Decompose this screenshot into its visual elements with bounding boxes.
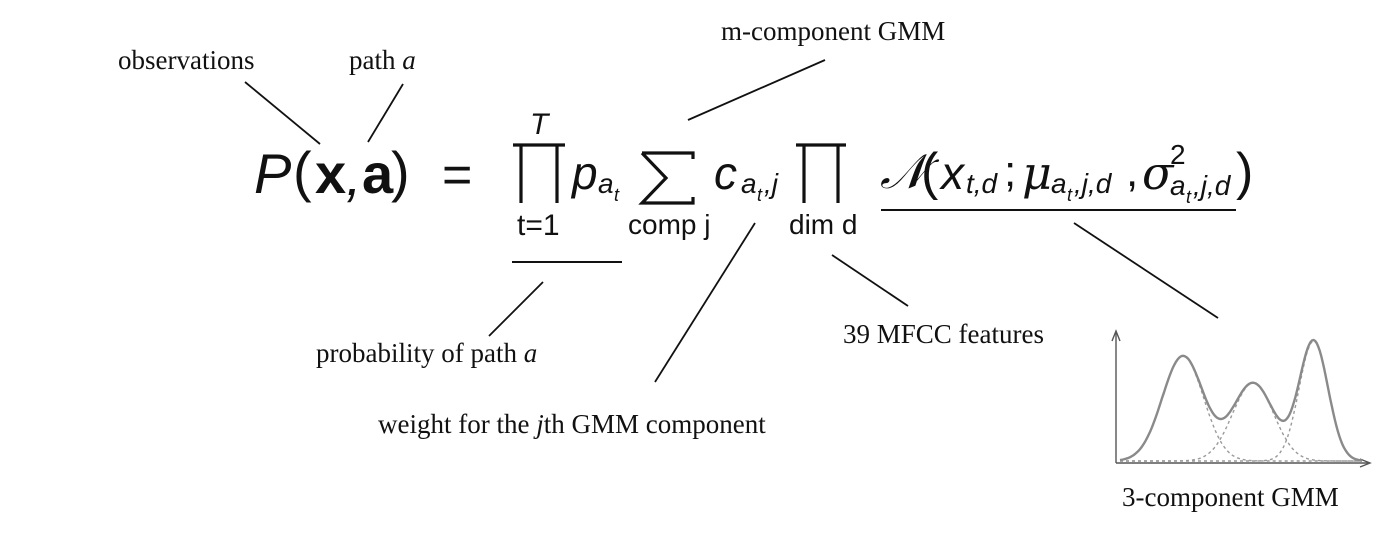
formula-x-t-sub: t,d xyxy=(966,168,998,199)
connector-observations xyxy=(244,81,321,145)
formula-sigma-sub-rest: ,j,d xyxy=(1193,170,1231,201)
label-mfcc-features: 39 MFCC features xyxy=(843,319,1044,349)
formula-prod2-lower: dim d xyxy=(789,209,858,240)
formula-sum-lower: comp j xyxy=(628,209,711,240)
formula-c-subsub: t xyxy=(757,185,763,205)
formula-a-bold: a xyxy=(362,142,394,205)
formula-comma: , xyxy=(346,144,362,207)
formula-rparen: ) xyxy=(391,140,410,203)
label-component-weight: weight for the jth GMM component xyxy=(378,409,766,439)
connector-normal xyxy=(1073,222,1219,319)
label-observations: observations xyxy=(118,45,255,75)
connector-m-component xyxy=(687,59,826,121)
formula-prod-lower: t=1 xyxy=(517,209,560,242)
formula-sigma: σ xyxy=(1142,146,1174,200)
formula-prod-upper: T xyxy=(530,108,549,141)
connector-probability xyxy=(488,281,544,337)
formula-mu: μ xyxy=(1022,146,1052,200)
label-m-component-gmm: m-component GMM xyxy=(721,16,946,46)
formula-x-t: x xyxy=(941,147,964,199)
formula-mu-subsub: t xyxy=(1067,185,1073,205)
label-probability-of-path: probability of path a xyxy=(316,338,538,368)
connector-mfcc xyxy=(831,254,909,307)
formula-c-sub-rest: ,j xyxy=(764,168,778,199)
gmm-curves xyxy=(1119,338,1363,462)
formula-sigma-subsub: t xyxy=(1186,187,1192,207)
formula-c-sub: a xyxy=(741,168,757,199)
formula-c: c xyxy=(714,147,737,199)
formula-mu-sub: a xyxy=(1051,168,1067,199)
formula-normal-open: ( xyxy=(921,143,939,201)
sum-symbol xyxy=(638,151,695,205)
label-path-a: path a xyxy=(349,45,416,75)
formula-mu-sub-rest: ,j,d xyxy=(1074,168,1112,199)
product-symbol-d xyxy=(796,143,846,203)
label-three-component-gmm: 3-component GMM xyxy=(1122,482,1339,512)
formula-sigma-sub: a xyxy=(1170,170,1186,201)
connector-path-a xyxy=(367,83,404,143)
plot-x-arrow xyxy=(1359,458,1372,468)
gmm-mixture-curve xyxy=(1119,338,1363,462)
product-symbol-t xyxy=(513,143,565,203)
gmm-component-curve-3 xyxy=(1120,340,1363,462)
formula-x-bold: x xyxy=(315,142,347,205)
formula-p-sub: a xyxy=(598,168,614,199)
connector-weight xyxy=(654,222,756,383)
formula-normal-close: ) xyxy=(1236,143,1254,201)
plot-y-arrow xyxy=(1111,329,1121,342)
formula-equals: = xyxy=(442,146,473,204)
formula-p: p xyxy=(572,147,598,199)
formula-comma2: , xyxy=(1126,147,1139,196)
connector-lines xyxy=(244,59,1219,383)
formula-lparen: ( xyxy=(293,140,312,203)
mini-gmm-plot xyxy=(1111,329,1372,468)
formula-P: P xyxy=(254,142,292,205)
formula-p-subsub: t xyxy=(614,185,620,205)
formula-normal: 𝒩 xyxy=(880,144,926,200)
formula-sigma-sup: 2 xyxy=(1170,139,1186,170)
formula-semicolon: ; xyxy=(1004,147,1017,196)
